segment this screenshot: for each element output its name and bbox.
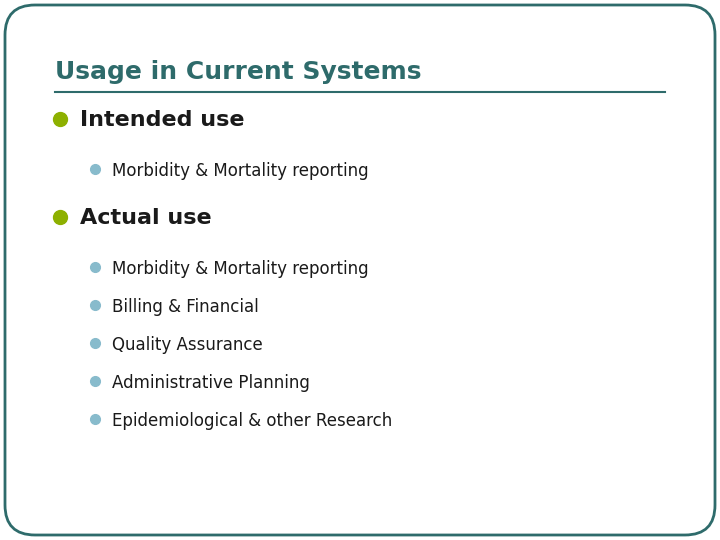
Text: Quality Assurance: Quality Assurance bbox=[112, 336, 263, 354]
FancyBboxPatch shape bbox=[5, 5, 715, 535]
Text: Epidemiological & other Research: Epidemiological & other Research bbox=[112, 412, 392, 430]
Text: Intended use: Intended use bbox=[80, 110, 245, 130]
Text: Billing & Financial: Billing & Financial bbox=[112, 298, 258, 316]
Text: Morbidity & Mortality reporting: Morbidity & Mortality reporting bbox=[112, 162, 369, 180]
Text: Administrative Planning: Administrative Planning bbox=[112, 374, 310, 392]
Text: Actual use: Actual use bbox=[80, 208, 212, 228]
Text: Usage in Current Systems: Usage in Current Systems bbox=[55, 60, 421, 84]
Text: Morbidity & Mortality reporting: Morbidity & Mortality reporting bbox=[112, 260, 369, 278]
